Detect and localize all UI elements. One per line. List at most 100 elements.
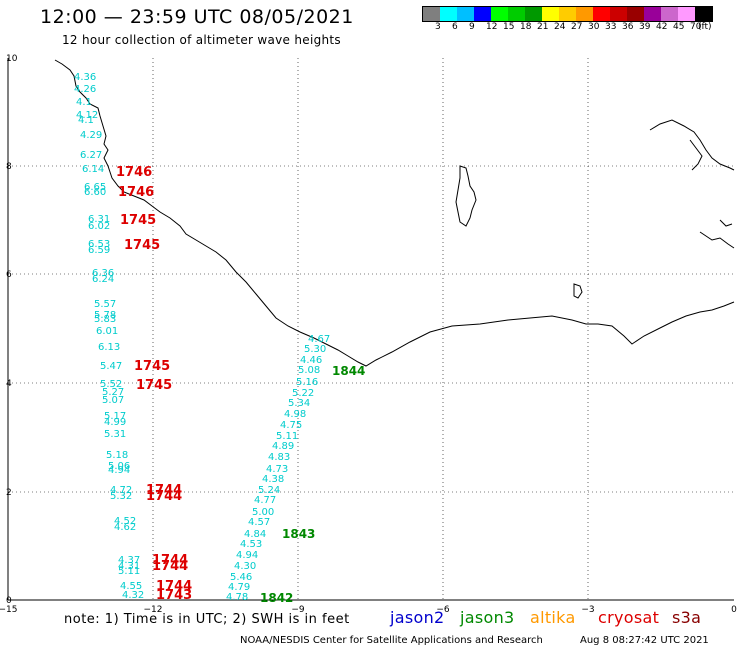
scale-swatch [644, 7, 661, 21]
swh-label: 4.99 [104, 417, 126, 428]
gridlines [8, 58, 734, 600]
swh-label: 5.16 [296, 377, 318, 388]
swh-label: 4.55 [120, 581, 142, 592]
x-tick-label: 0 [731, 605, 737, 615]
cryosat-time-label: 1744 [146, 483, 182, 498]
scale-label: 42 [656, 22, 668, 32]
scale-swatch [559, 7, 576, 21]
y-tick-label: 2 [6, 488, 12, 498]
page-subtitle: 12 hour collection of altimeter wave hei… [62, 33, 341, 47]
swh-label: 5.34 [288, 398, 310, 409]
swh-label: 5.06 [108, 461, 130, 472]
swh-label: 4.1 [76, 97, 92, 108]
swh-label: 5.17 [104, 411, 126, 422]
swh-label: 4.62 [114, 522, 136, 533]
swh-label: 6.02 [88, 221, 110, 232]
swh-label: 4.73 [266, 464, 288, 475]
cryosat-time-label: 1745 [124, 238, 160, 253]
scale-swatch [576, 7, 593, 21]
scale-swatch [491, 7, 508, 21]
swh-label: 5.11 [118, 566, 140, 577]
scale-label: 30 [588, 22, 600, 32]
legend-altika: altika [530, 608, 576, 627]
swh-label: 4.67 [308, 334, 330, 345]
x-tick-label: −15 [0, 605, 18, 615]
scale-label: 36 [622, 22, 634, 32]
swh-label: 6.31 [88, 214, 110, 225]
swh-label: 5.46 [230, 572, 252, 583]
swh-label: 4.37 [118, 555, 140, 566]
y-tick-label: 6 [6, 270, 12, 280]
scale-swatch [525, 7, 542, 21]
swh-label: 6.14 [82, 164, 104, 175]
cryosat-time-label: 1744 [152, 559, 188, 574]
cryosat-time-label: 1745 [120, 213, 156, 228]
scale-label: 12 [486, 22, 498, 32]
swh-label: 5.57 [94, 299, 116, 310]
cryosat-time-label: 1745 [136, 378, 172, 393]
scale-swatch [508, 7, 525, 21]
swh-label: 4.84 [244, 529, 266, 540]
jason3-time-label: 1844 [332, 364, 365, 378]
jason3-time-label: 1842 [260, 591, 293, 605]
scale-swatch [474, 7, 491, 21]
swh-label: 4.83 [268, 452, 290, 463]
swh-label: 6.01 [96, 326, 118, 337]
cryosat-time-label: 1744 [156, 579, 192, 594]
y-tick-label: 8 [6, 162, 12, 172]
swh-label: 4.52 [114, 516, 136, 527]
scale-label: 6 [452, 22, 458, 32]
scale-label: 15 [503, 22, 515, 32]
coastline [54, 59, 735, 367]
scale-label: 33 [605, 22, 617, 32]
scale-swatch [423, 7, 440, 21]
swh-label: 5.52 [100, 379, 122, 390]
footer-note: note: 1) Time is in UTC; 2) SWH is in fe… [64, 612, 350, 627]
scale-swatch [440, 7, 457, 21]
swh-label: 5.30 [304, 344, 326, 355]
scale-swatch [593, 7, 610, 21]
x-tick-label: −6 [436, 605, 450, 615]
swh-label: 4.57 [248, 517, 270, 528]
credit: NOAA/NESDIS Center for Satellite Applica… [240, 635, 543, 646]
scale-swatch [678, 7, 695, 21]
swh-label: 5.08 [298, 365, 320, 376]
jason3-time-label: 1843 [282, 527, 315, 541]
swh-label: 4.89 [272, 441, 294, 452]
swh-label: 5.24 [258, 485, 280, 496]
swh-label: 4.94 [236, 550, 258, 561]
scale-swatch [457, 7, 474, 21]
y-tick-label: 0 [6, 596, 12, 606]
cryosat-time-label: 1745 [134, 359, 170, 374]
scale-swatch [695, 7, 712, 21]
swh-label: 4.31 [118, 561, 140, 572]
swh-label: 4.77 [254, 495, 276, 506]
legend-s3a: s3a [672, 608, 702, 627]
swh-label: 5.83 [94, 314, 116, 325]
swh-label: 4.94 [108, 465, 130, 476]
swh-label: 4.1 [78, 115, 94, 126]
scale-label: 9 [469, 22, 475, 32]
swh-label: 5.07 [102, 395, 124, 406]
scale-label: 70 [690, 22, 702, 32]
cryosat-time-label: 1744 [152, 553, 188, 568]
swh-label: 4.38 [262, 474, 284, 485]
swh-label: 4.79 [228, 582, 250, 593]
scale-label: 18 [520, 22, 532, 32]
swh-label: 6.24 [92, 274, 114, 285]
x-tick-label: −3 [581, 605, 594, 615]
swh-label: 5.18 [106, 450, 128, 461]
legend-jason3: jason3 [460, 608, 515, 627]
x-tick-label: −9 [291, 605, 305, 615]
swh-label: 4.32 [122, 590, 144, 601]
cryosat-time-label: 1746 [116, 165, 152, 180]
swh-label: 5.22 [292, 388, 314, 399]
swh-label: 4.36 [74, 72, 96, 83]
swh-label: 4.98 [284, 409, 306, 420]
swh-label: 4.78 [226, 592, 248, 603]
scale-swatch [661, 7, 678, 21]
scale-unit: (ft) [698, 22, 712, 32]
scale-label: 21 [537, 22, 549, 32]
generation-timestamp: Aug 8 08:27:42 UTC 2021 [580, 635, 709, 646]
